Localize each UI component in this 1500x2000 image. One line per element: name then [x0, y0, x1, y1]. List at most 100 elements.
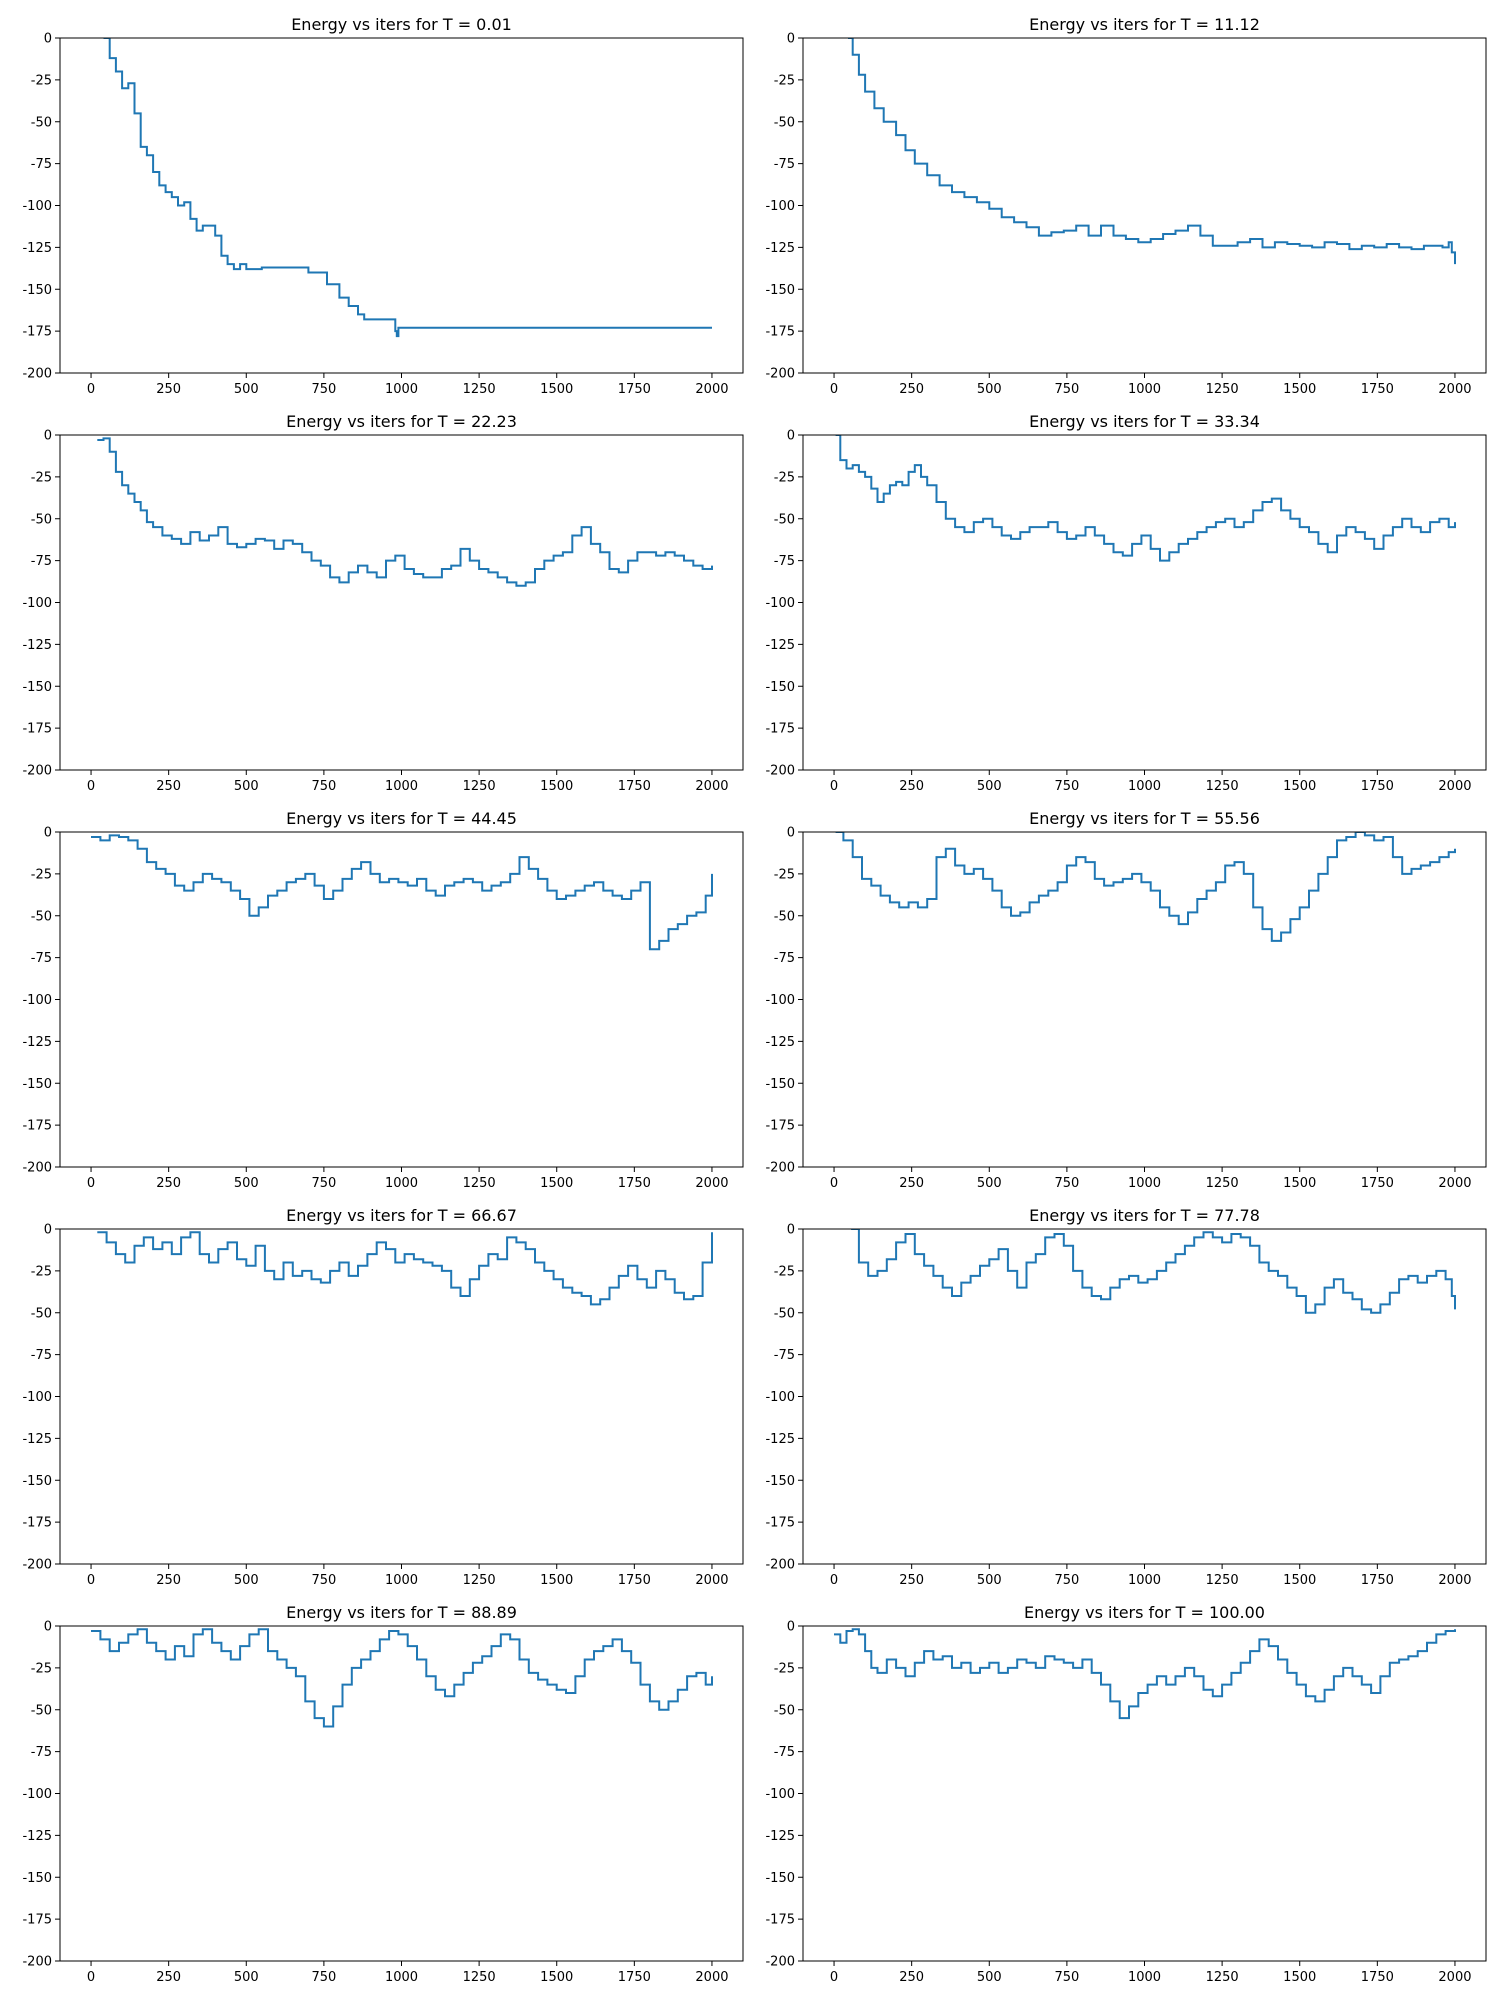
- y-tick-label: -125: [765, 1035, 795, 1050]
- x-tick-label: 1750: [1361, 382, 1394, 397]
- x-tick-label: 750: [1054, 779, 1079, 794]
- y-tick-label: -75: [31, 1348, 52, 1363]
- y-tick-label: -50: [31, 512, 52, 527]
- x-tick-label: 500: [977, 779, 1002, 794]
- y-tick-label: -125: [765, 1829, 795, 1844]
- energy-series-line: [835, 435, 1456, 562]
- axes-frame: [802, 37, 1487, 374]
- subplot-4: Energy vs iters for T = 33.34 0 250 500 750 1…: [765, 412, 1487, 794]
- y-tick-label: -100: [765, 596, 795, 611]
- y-tick-label: -150: [22, 283, 52, 298]
- x-tick-label: 0: [87, 779, 95, 794]
- y-tick-label: -25: [774, 73, 795, 88]
- x-tick-label: 1250: [1206, 1573, 1239, 1588]
- x-tick-label: 2000: [1438, 382, 1471, 397]
- y-tick-label: -100: [22, 596, 52, 611]
- x-tick-label: 1250: [463, 382, 496, 397]
- y-tick-label: -200: [765, 764, 795, 779]
- y-tick-label: -25: [774, 1661, 795, 1676]
- subplot-title: Energy vs iters for T = 55.56: [1029, 809, 1260, 828]
- y-tick-label: -100: [765, 199, 795, 214]
- x-tick-label: 750: [1054, 1176, 1079, 1191]
- y-tick-label: -50: [31, 115, 52, 130]
- x-tick-label: 1250: [463, 779, 496, 794]
- y-tick-label: -150: [22, 1474, 52, 1489]
- subplot-title: Energy vs iters for T = 66.67: [286, 1206, 517, 1225]
- y-tick-label: -125: [765, 241, 795, 256]
- subplot-7: Energy vs iters for T = 66.67 0 250 500 750 1…: [22, 1206, 744, 1588]
- x-tick-label: 750: [311, 779, 336, 794]
- y-tick-label: -175: [22, 1119, 52, 1134]
- subplot-9: Energy vs iters for T = 88.89 0 250 500 750 1…: [22, 1603, 744, 1985]
- y-tick-label: -200: [22, 1558, 52, 1573]
- x-tick-label: 250: [156, 779, 181, 794]
- x-tick-label: 1500: [540, 1176, 573, 1191]
- y-tick-label: -150: [765, 1077, 795, 1092]
- y-tick-label: -75: [774, 157, 795, 172]
- y-tick-label: -200: [22, 1161, 52, 1176]
- subplot-10: Energy vs iters for T = 100.00 0 250 500 750…: [765, 1603, 1487, 1985]
- y-tick-label: -200: [765, 367, 795, 382]
- y-tick-label: -200: [765, 1558, 795, 1573]
- y-tick-label: -100: [22, 1787, 52, 1802]
- x-tick-label: 1000: [1128, 1573, 1161, 1588]
- x-tick-label: 1000: [1128, 779, 1161, 794]
- y-tick-label: 0: [787, 32, 795, 47]
- y-tick-label: -150: [22, 1077, 52, 1092]
- x-tick-label: 2000: [1438, 1970, 1471, 1985]
- y-tick-label: -25: [774, 867, 795, 882]
- subplot-title: Energy vs iters for T = 88.89: [286, 1603, 517, 1622]
- axes-frame: [802, 1228, 1487, 1565]
- y-tick-label: -175: [765, 722, 795, 737]
- y-tick-label: -175: [22, 325, 52, 340]
- y-tick-label: -200: [765, 1161, 795, 1176]
- x-tick-label: 250: [156, 1176, 181, 1191]
- x-tick-label: 1250: [463, 1573, 496, 1588]
- x-tick-label: 0: [87, 382, 95, 397]
- x-tick-label: 0: [830, 382, 838, 397]
- x-tick-label: 2000: [695, 779, 728, 794]
- y-tick-label: -175: [22, 1516, 52, 1531]
- y-tick-label: 0: [44, 1620, 52, 1635]
- y-tick-label: -150: [22, 680, 52, 695]
- x-tick-label: 1750: [1361, 1573, 1394, 1588]
- energy-series-line: [834, 1628, 1456, 1720]
- y-tick-label: -125: [765, 638, 795, 653]
- x-tick-label: 1750: [618, 779, 651, 794]
- x-tick-label: 250: [156, 1573, 181, 1588]
- y-tick-label: -25: [31, 73, 52, 88]
- x-tick-label: 250: [899, 1970, 924, 1985]
- x-tick-label: 1750: [618, 1176, 651, 1191]
- x-tick-label: 1000: [385, 779, 418, 794]
- y-tick-label: -125: [22, 1035, 52, 1050]
- y-tick-label: -175: [765, 325, 795, 340]
- x-tick-label: 750: [1054, 1970, 1079, 1985]
- x-tick-label: 1500: [540, 779, 573, 794]
- y-tick-label: -100: [765, 1390, 795, 1405]
- x-tick-label: 750: [311, 1573, 336, 1588]
- y-tick-label: -25: [774, 470, 795, 485]
- subplot-title: Energy vs iters for T = 77.78: [1029, 1206, 1260, 1225]
- x-tick-label: 1500: [1283, 382, 1316, 397]
- axes-frame: [59, 37, 744, 374]
- x-tick-label: 1250: [1206, 1176, 1239, 1191]
- energy-series-line: [91, 1628, 713, 1728]
- x-tick-label: 500: [234, 382, 259, 397]
- x-tick-label: 750: [311, 382, 336, 397]
- subplot-6: Energy vs iters for T = 55.56 0 250 500 750 1…: [765, 809, 1487, 1191]
- y-tick-label: -25: [774, 1264, 795, 1279]
- y-tick-label: -200: [22, 1955, 52, 1970]
- y-tick-label: -50: [774, 512, 795, 527]
- y-tick-label: -50: [31, 909, 52, 924]
- x-tick-label: 0: [87, 1176, 95, 1191]
- subplot-title: Energy vs iters for T = 44.45: [286, 809, 517, 828]
- y-tick-label: -150: [765, 1871, 795, 1886]
- y-tick-label: -100: [22, 199, 52, 214]
- y-tick-label: 0: [787, 1223, 795, 1238]
- subplot-title: Energy vs iters for T = 100.00: [1024, 1603, 1265, 1622]
- x-tick-label: 1250: [463, 1970, 496, 1985]
- x-tick-label: 1000: [1128, 1970, 1161, 1985]
- y-tick-label: 0: [787, 826, 795, 841]
- y-tick-label: 0: [44, 32, 52, 47]
